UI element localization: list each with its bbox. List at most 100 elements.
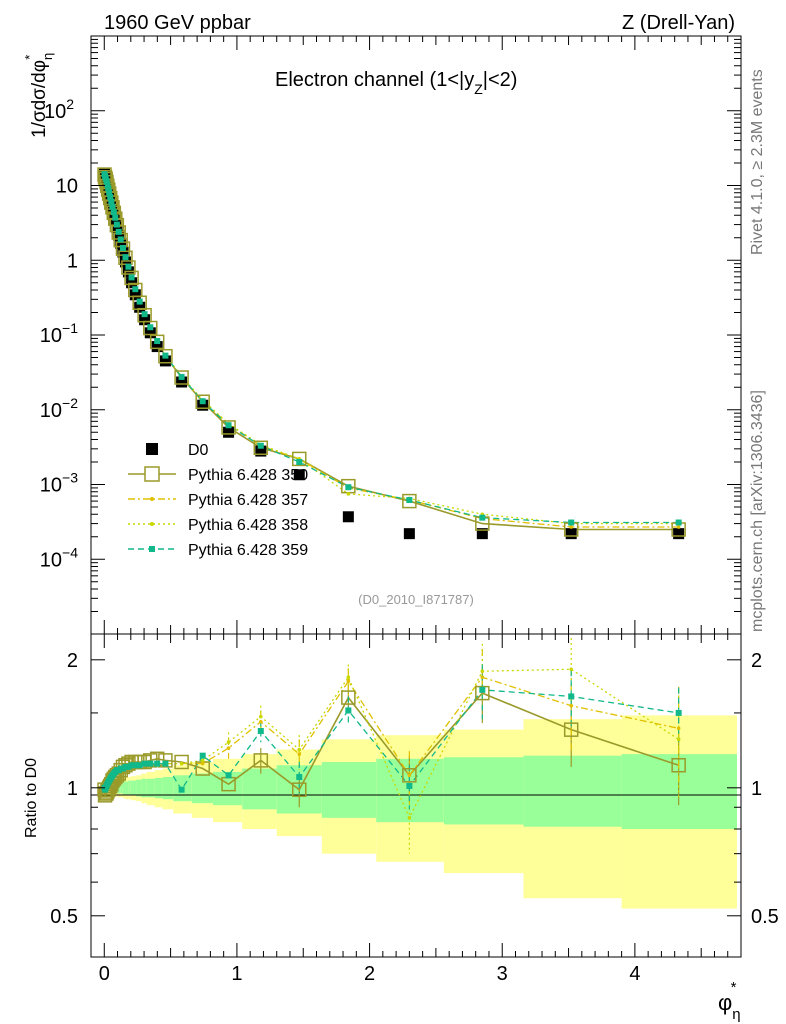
- ratio-point: [179, 761, 184, 766]
- x-tick-label: 4: [629, 963, 640, 985]
- pythia-350-point: [195, 394, 210, 409]
- y-tick-label: 102: [44, 96, 74, 123]
- stat-uncertainty-band: [523, 755, 622, 827]
- main-y-label: 1/σdσ/dφη*: [22, 53, 55, 138]
- main-plot-marks: [97, 167, 686, 540]
- pythia-359-point: [479, 514, 486, 521]
- pythia-350-point: [253, 440, 269, 456]
- ratio-point: [226, 740, 231, 745]
- x-tick-label: 0: [99, 963, 110, 985]
- stat-uncertainty-band: [125, 781, 129, 795]
- rivet-version: Rivet 4.1.0, ≥ 2.3M events: [749, 69, 766, 255]
- ratio-point: [292, 782, 307, 797]
- ratio-point: [162, 760, 169, 767]
- uncertainty-bands: [104, 715, 738, 909]
- pythia-359-point: [154, 338, 161, 345]
- stat-uncertainty-band: [242, 768, 277, 810]
- ratio-point: [480, 675, 485, 680]
- ratio-point: [174, 754, 189, 770]
- d0-point: [113, 229, 125, 241]
- ratio-point: [225, 772, 232, 779]
- pythia-359-point: [345, 484, 352, 491]
- ratio-point: [407, 773, 412, 778]
- main-panel: 102 10 1 10−1 10−2 10−3 10−4 Electron channel …: [22, 35, 742, 635]
- pythia-359-point: [125, 263, 132, 270]
- ratio-point: [568, 693, 575, 700]
- x-tick-label: 1: [231, 963, 242, 985]
- pythia-359-point: [136, 298, 143, 305]
- pythia-359-point: [110, 209, 117, 216]
- ratio-point: [141, 760, 148, 767]
- pythia-359-point: [112, 214, 119, 221]
- d0-point: [151, 341, 163, 353]
- d0-point: [255, 445, 267, 457]
- ratio-point: [563, 722, 579, 737]
- ratio-point: [341, 690, 356, 705]
- ratio-point: [407, 816, 412, 820]
- ratio-point: [258, 714, 263, 719]
- ratio-y-tick-label-right: 0.5: [751, 906, 779, 928]
- ratio-point: [479, 686, 486, 693]
- stat-uncertainty-band: [321, 761, 377, 818]
- x-tick-label: 2: [364, 963, 375, 985]
- pythia-359-point: [105, 185, 112, 192]
- stat-uncertainty-band: [154, 777, 163, 799]
- x-tick-label: 3: [497, 963, 508, 985]
- legend: D0 Pythia 6.428 350 Pythia 6.428 357 Pythia…: [128, 442, 308, 559]
- legend-marker: [150, 522, 154, 526]
- d0-point: [176, 376, 188, 388]
- pythia-350-point: [149, 334, 165, 350]
- pythia-359-point: [406, 497, 413, 504]
- ratio-point: [178, 786, 185, 793]
- stat-uncertainty-band: [120, 782, 123, 794]
- pythia-359-point: [109, 203, 116, 210]
- ratio-plot-marks: [97, 638, 686, 854]
- ratio-point: [480, 669, 485, 674]
- y-tick-label: 10−1: [40, 320, 78, 347]
- pythia-359-point: [147, 324, 154, 331]
- stat-uncertainty-band: [122, 781, 126, 795]
- pythia-350-point: [174, 370, 189, 385]
- ratio-point: [200, 761, 205, 766]
- legend-marker: [150, 497, 154, 501]
- pythia-359-point: [199, 398, 206, 405]
- d0-point: [293, 469, 305, 481]
- ratio-point: [128, 762, 135, 769]
- pythia-350-point: [292, 451, 307, 467]
- d0-point: [144, 327, 156, 339]
- y-tick-label: 1: [67, 250, 78, 272]
- ratio-point: [345, 707, 352, 714]
- ratio-point: [569, 703, 574, 708]
- stat-uncertainty-band: [128, 780, 131, 796]
- reference-label: (D0_2010_I871787): [358, 592, 474, 607]
- pythia-359-point: [106, 189, 113, 196]
- stat-uncertainty-band: [443, 757, 524, 825]
- legend-label: Pythia 6.428 357: [188, 492, 308, 509]
- pythia-350-point: [124, 270, 139, 286]
- pythia-359-point: [132, 286, 139, 293]
- ratio-point: [257, 728, 264, 735]
- d0-point: [223, 426, 235, 438]
- ratio-point: [200, 758, 205, 763]
- stat-uncertainty-band: [162, 777, 174, 800]
- y-tick-label: 10−2: [40, 395, 78, 422]
- ratio-point: [475, 685, 490, 701]
- pythia-359-point: [119, 244, 126, 251]
- stat-uncertainty-band: [130, 780, 137, 796]
- d0-point: [197, 399, 209, 411]
- pythia-357-point: [676, 525, 681, 529]
- ratio-point: [402, 768, 417, 783]
- pythia-350-point: [158, 348, 173, 364]
- pythia-350-point: [121, 260, 136, 275]
- pythia-350-point: [221, 420, 236, 435]
- ratio-point: [676, 726, 681, 731]
- ratio-point: [296, 774, 303, 781]
- ratio-axes: 0.5 0.5 1 1 2 2 0 1 2 3 4: [50, 634, 779, 985]
- pythia-359-point: [128, 274, 135, 281]
- y-tick-label: 10−3: [40, 470, 78, 497]
- main-axes: 102 10 1 10−1 10−2 10−3 10−4: [40, 35, 742, 635]
- stat-uncertainty-band: [191, 773, 214, 804]
- legend-label: Pythia 6.428 350: [188, 467, 308, 484]
- ratio-point: [154, 760, 161, 767]
- ratio-y-tick-label: 1: [67, 778, 78, 800]
